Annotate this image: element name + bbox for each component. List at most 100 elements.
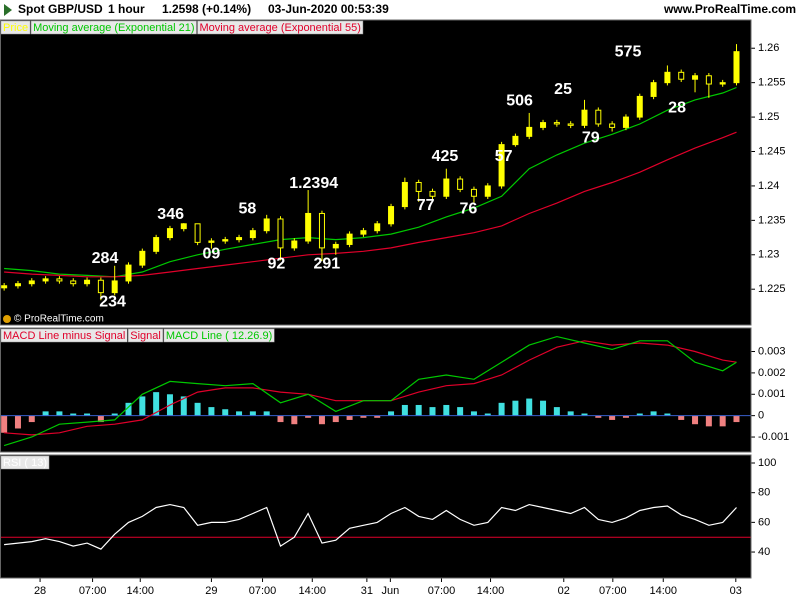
candle-body — [664, 71, 671, 84]
candle-body — [125, 264, 132, 282]
candle-body — [346, 233, 353, 245]
histogram-bar — [457, 407, 464, 416]
histogram-bar — [249, 411, 256, 416]
y-tick-label: 1.25 — [758, 111, 779, 123]
y-tick-label: 0.001 — [758, 388, 786, 400]
candle-body — [194, 223, 201, 243]
histogram-bar — [14, 415, 21, 429]
candle-body — [388, 206, 395, 225]
histogram-bar — [401, 404, 408, 416]
symbol: Spot GBP/USD — [18, 2, 103, 16]
y-tick-label: 1.225 — [758, 283, 786, 295]
histogram-bar — [650, 411, 657, 416]
histogram-bar — [719, 415, 726, 427]
candle-body — [498, 144, 505, 187]
candle-body — [56, 278, 63, 282]
annotation: 92 — [267, 256, 285, 273]
candle-body — [28, 280, 35, 285]
panel-border — [0, 454, 752, 579]
site: www.ProRealTime.com — [663, 2, 796, 16]
histogram-bar — [498, 402, 505, 416]
y-tick-label: 80 — [758, 487, 770, 499]
candle-body — [14, 283, 21, 287]
y-tick-label: 1.255 — [758, 77, 786, 89]
legend-entry: Price — [3, 22, 28, 34]
histogram-bar — [277, 415, 284, 423]
candle-body — [70, 280, 77, 285]
candle-body — [705, 75, 712, 85]
x-tick-label: 14:00 — [477, 585, 505, 597]
histogram-bar — [692, 415, 699, 425]
candle-body — [595, 109, 602, 125]
timestamp: 03-Jun-2020 00:53:39 — [268, 2, 389, 16]
histogram-bar — [526, 398, 533, 416]
y-tick-label: 60 — [758, 516, 770, 528]
histogram-bar — [305, 415, 312, 418]
candle-body — [484, 185, 491, 197]
candle-body — [111, 280, 118, 294]
candle-body — [526, 126, 533, 137]
candle-body — [678, 71, 685, 80]
interval: 1 hour — [108, 2, 145, 16]
histogram-bar — [318, 415, 325, 425]
histogram-bar — [153, 392, 160, 416]
annotation: 425 — [432, 148, 459, 165]
last-price: 1.2598 (+0.14%) — [162, 2, 251, 16]
histogram-bar — [346, 415, 353, 420]
legend-entry: Moving average (Exponential 55) — [200, 22, 361, 34]
annotation: 284 — [92, 250, 119, 267]
macd-panel — [0, 328, 751, 452]
y-tick-label: 1.26 — [758, 42, 779, 54]
candle-body — [180, 223, 187, 230]
legend-entry: Moving average (Exponential 21) — [33, 22, 194, 34]
y-tick-label: 1.23 — [758, 249, 779, 261]
rsi-panel — [0, 455, 751, 578]
candle-body — [512, 135, 519, 146]
annotation: 346 — [157, 206, 184, 223]
candle-body — [291, 240, 298, 249]
histogram-bar — [360, 415, 367, 418]
legend-box — [30, 20, 197, 35]
histogram-bar — [56, 411, 63, 416]
histogram-bar — [194, 402, 201, 416]
annotation: 09 — [203, 245, 221, 262]
histogram-bar — [512, 400, 519, 416]
x-tick-label: 07:00 — [79, 585, 107, 597]
candle-body — [166, 228, 173, 239]
annotation: 25 — [554, 81, 572, 98]
watermark-icon — [3, 315, 11, 323]
histogram-bar — [97, 415, 104, 423]
histogram-bar — [180, 396, 187, 416]
candle-body — [97, 279, 104, 294]
histogram-bar — [429, 407, 436, 416]
candle-body — [553, 122, 560, 125]
y-tick-label: -0.001 — [758, 431, 789, 443]
histogram-bar — [125, 402, 132, 416]
histogram-bar — [664, 413, 671, 416]
histogram-bar — [388, 411, 395, 416]
histogram-bar — [553, 407, 560, 416]
candle-body — [470, 188, 477, 197]
x-tick-label: 29 — [205, 585, 217, 597]
x-tick-label: 28 — [34, 585, 46, 597]
candle-body — [222, 239, 229, 242]
histogram-bar — [139, 396, 146, 416]
annotation: 234 — [99, 293, 126, 310]
line — [3, 335, 737, 447]
candle-body — [636, 95, 643, 118]
plot — [0, 503, 751, 550]
histogram-bar — [332, 415, 339, 423]
histogram-bar — [443, 404, 450, 416]
histogram-bar — [222, 409, 229, 416]
candle-body — [236, 237, 243, 241]
x-tick-label: 31 — [361, 585, 373, 597]
histogram-bar — [1, 415, 8, 433]
candle-body — [305, 212, 312, 242]
annotation: 79 — [582, 130, 600, 147]
histogram-bar — [595, 415, 602, 418]
plot — [1, 44, 740, 301]
histogram-bar — [263, 411, 270, 416]
histogram-bar — [470, 411, 477, 416]
histogram-bar — [622, 415, 629, 418]
legend-entry: RSI ( 13) — [3, 457, 47, 469]
